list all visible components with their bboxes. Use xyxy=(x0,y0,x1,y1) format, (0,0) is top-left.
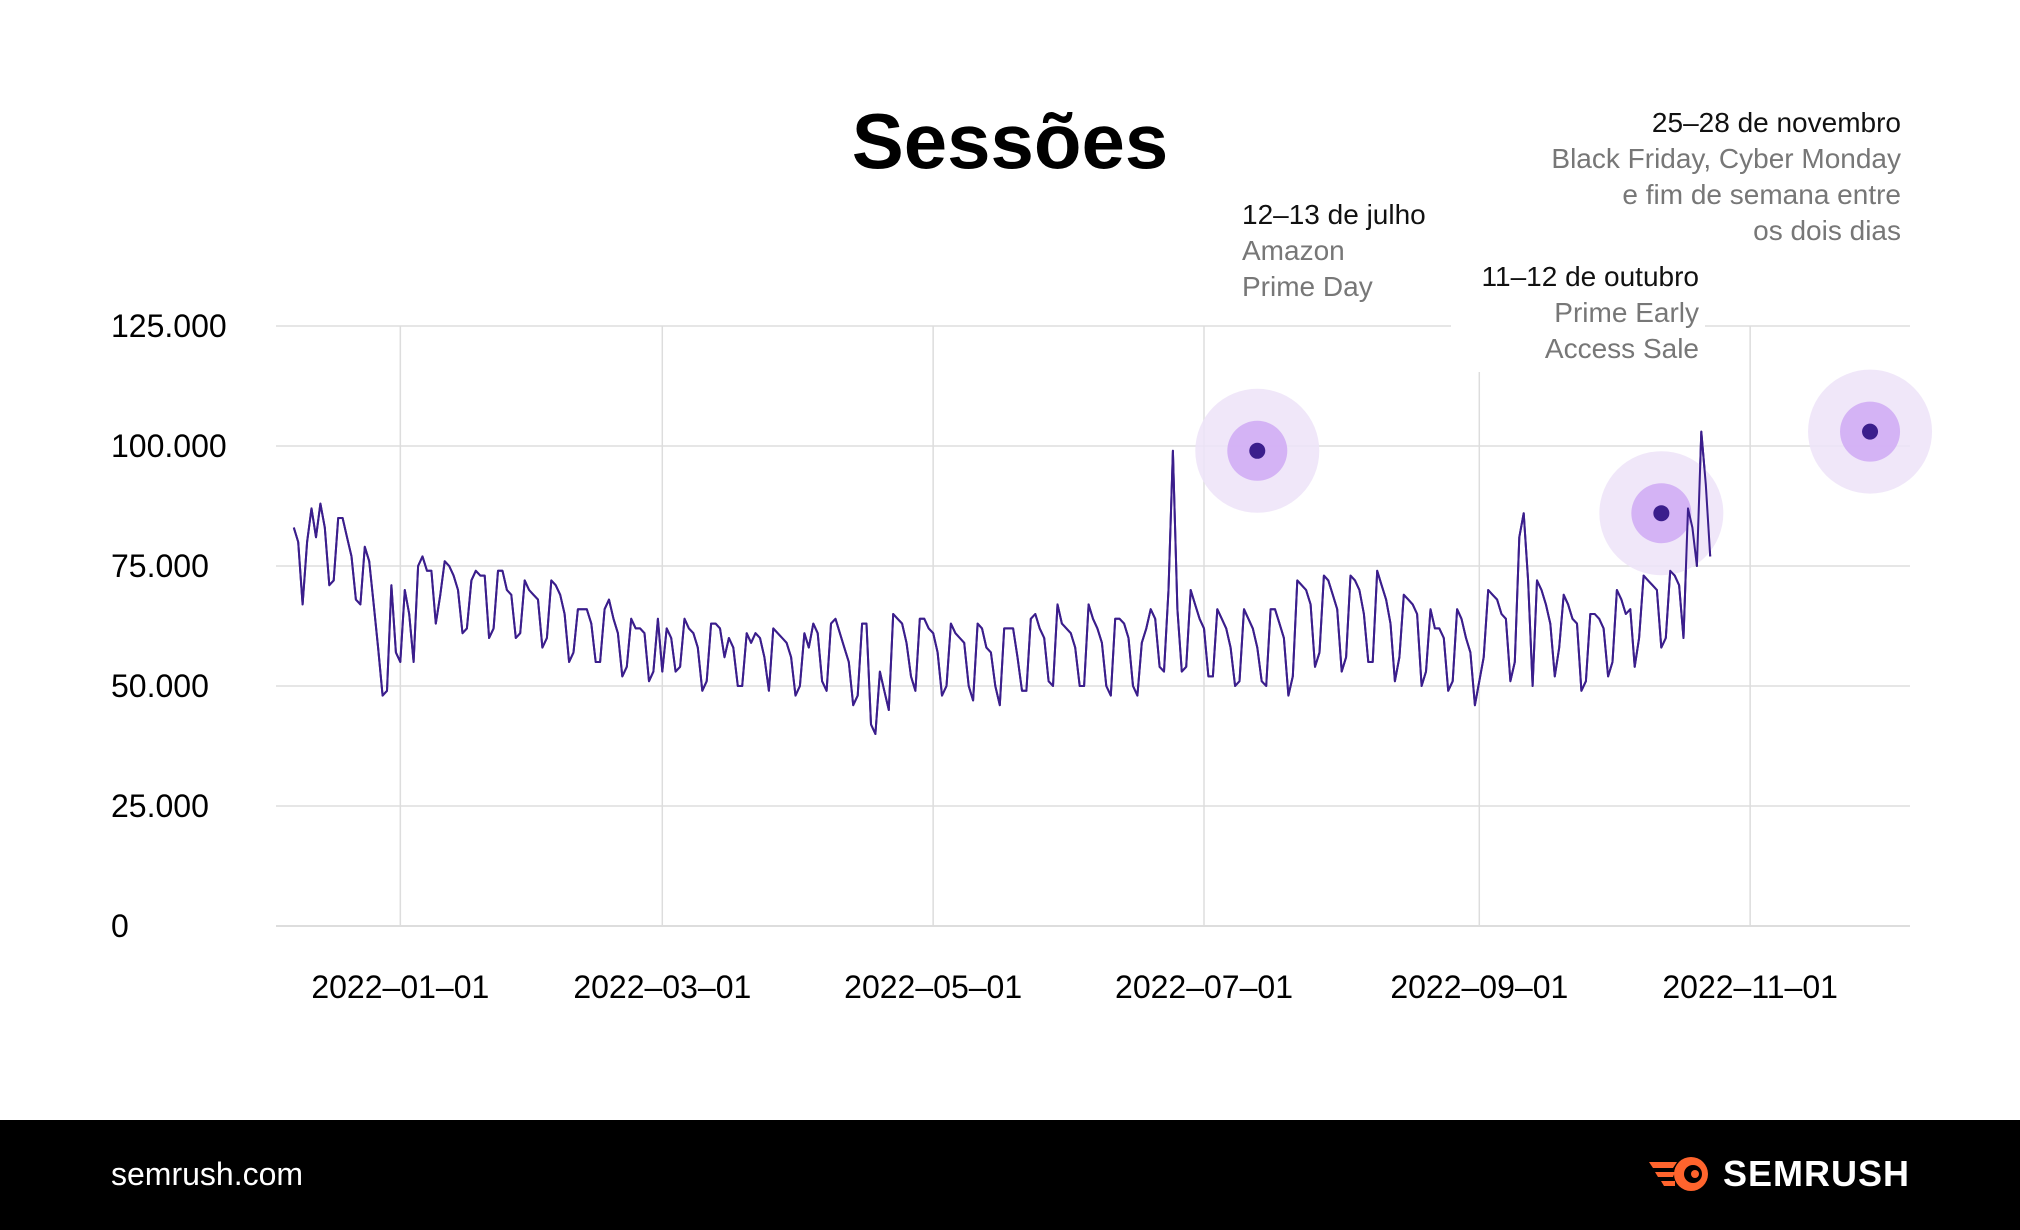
footer: semrush.com SEMRUSH xyxy=(0,1120,2020,1230)
highlight-markers xyxy=(292,369,1933,735)
x-tick-label: 2022–09–01 xyxy=(1390,969,1568,1005)
x-tick-label: 2022–01–01 xyxy=(311,969,489,1005)
y-tick-label: 50.000 xyxy=(111,668,209,704)
grid xyxy=(276,325,1910,927)
annotation-description: e fim de semana entre xyxy=(1622,179,1901,210)
x-tick-label: 2022–07–01 xyxy=(1115,969,1293,1005)
highlight-point xyxy=(1862,423,1879,440)
x-tick-label: 2022–03–01 xyxy=(573,969,751,1005)
brand-logo: SEMRUSH xyxy=(1647,1150,1910,1198)
y-tick-label: 75.000 xyxy=(111,548,209,584)
sessions-chart: Sessões 0 25.000 50.000 75.000 100.000 125.00… xyxy=(111,97,1933,1005)
annotation-date: 12–13 de julho xyxy=(1242,199,1426,230)
annotation-description: Black Friday, Cyber Monday xyxy=(1551,143,1901,174)
annotation-description: os dois dias xyxy=(1753,215,1901,246)
annotation-date: 25–28 de novembro xyxy=(1652,107,1901,138)
y-tick-label: 125.000 xyxy=(111,308,227,344)
annotation-description: Amazon xyxy=(1242,235,1345,266)
highlight-point xyxy=(1249,442,1266,459)
y-axis-ticks: 0 25.000 50.000 75.000 100.000 125.000 xyxy=(111,308,227,944)
y-tick-label: 100.000 xyxy=(111,428,227,464)
y-tick-label: 0 xyxy=(111,908,129,944)
annotation-description: Prime Day xyxy=(1242,271,1373,302)
sessions-line-overlay xyxy=(292,430,1712,735)
x-axis-ticks: 2022–01–01 2022–03–01 2022–05–01 2022–07–01… xyxy=(311,969,1838,1005)
x-tick-label: 2022–05–01 xyxy=(844,969,1022,1005)
annotations: 12–13 de julho Amazon Prime Day 11–12 de ou… xyxy=(1236,102,1907,372)
annotation-background xyxy=(1236,194,1460,310)
y-tick-label: 25.000 xyxy=(111,788,209,824)
semrush-fireball-icon xyxy=(1648,1157,1708,1191)
x-tick-label: 2022–11–01 xyxy=(1662,969,1838,1005)
annotation-description: Prime Early xyxy=(1554,297,1699,328)
annotation-background xyxy=(1451,256,1705,372)
annotation-description: Access Sale xyxy=(1545,333,1699,364)
highlight-point xyxy=(1653,505,1670,522)
brand-name: SEMRUSH xyxy=(1722,1153,1910,1194)
annotation-date: 11–12 de outubro xyxy=(1482,261,1699,292)
footer-site-link[interactable]: semrush.com xyxy=(111,1156,304,1192)
annotation-background xyxy=(1503,102,1907,254)
chart-title: Sessões xyxy=(852,97,1169,185)
